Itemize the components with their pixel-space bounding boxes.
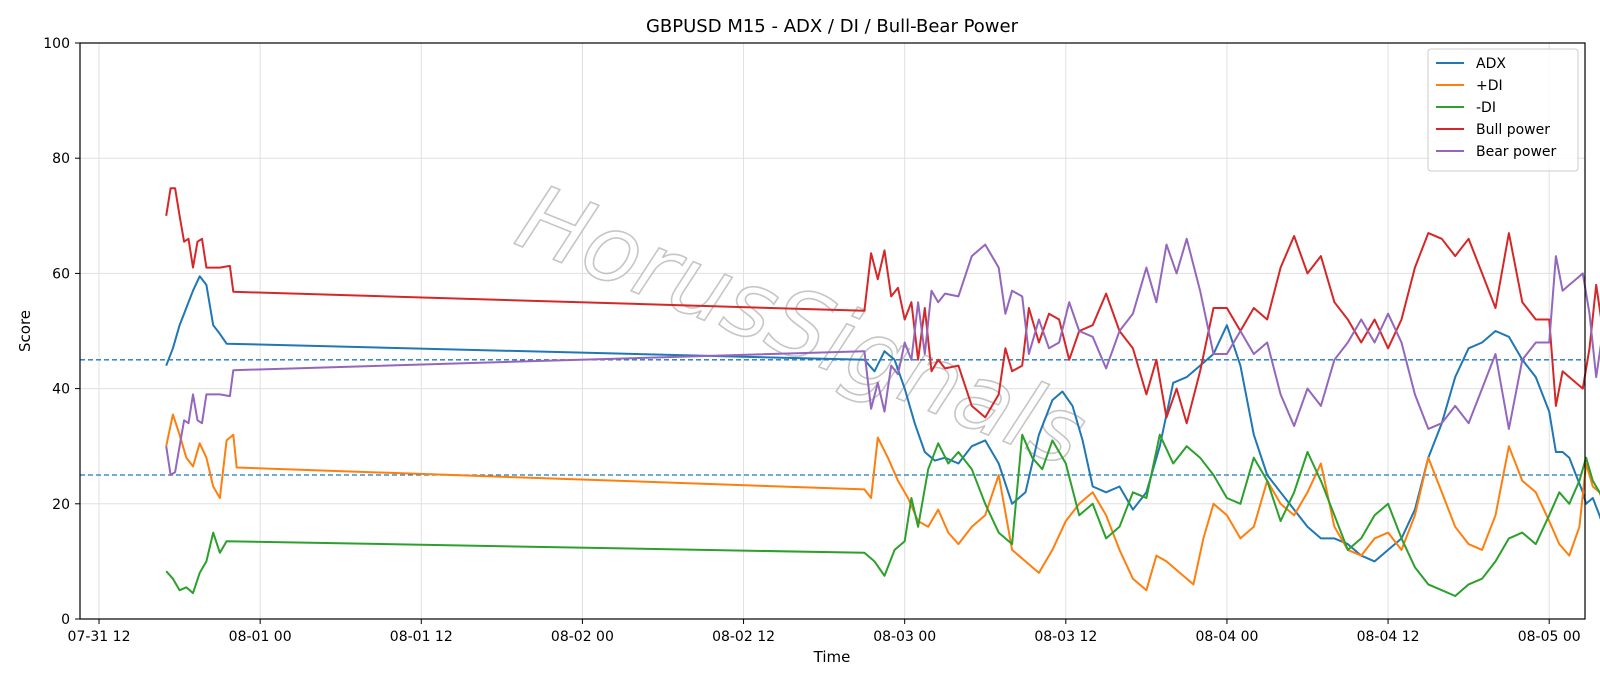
x-tick-label: 07-31 12 — [68, 629, 131, 645]
x-tick-label: 08-01 00 — [229, 629, 292, 645]
chart-title: GBPUSD M15 - ADX / DI / Bull-Bear Power — [646, 16, 1019, 37]
y-axis-label: Score — [16, 310, 34, 352]
x-tick-label: 08-04 00 — [1195, 629, 1258, 645]
x-tick-label: 08-04 12 — [1357, 629, 1420, 645]
series-layer — [165, 187, 1600, 597]
y-tick-label: 80 — [52, 151, 70, 167]
x-tick-label: 08-02 00 — [551, 629, 614, 645]
legend-label: Bear power — [1476, 144, 1557, 160]
x-axis-label: Time — [813, 648, 851, 666]
legend-label: Bull power — [1476, 122, 1550, 138]
y-tick-label: 0 — [61, 612, 70, 628]
y-tick-label: 100 — [43, 36, 70, 52]
legend-box — [1427, 48, 1579, 172]
series-line-di — [165, 413, 1600, 592]
x-tick-label: 08-05 00 — [1518, 629, 1581, 645]
x-tick-label: 08-02 12 — [712, 629, 775, 645]
legend-label: +DI — [1476, 78, 1503, 94]
series-line-bear-power — [165, 237, 1600, 476]
x-axis: 07-31 12 08-01 00 08-01 12 08-02 00 08-02 12… — [68, 619, 1581, 645]
plot-frame — [79, 42, 1586, 620]
series-line-adx — [165, 275, 1600, 563]
y-axis: 0 20 40 60 80 100 — [43, 36, 80, 628]
legend-label: -DI — [1476, 100, 1496, 116]
x-tick-label: 08-03 12 — [1034, 629, 1097, 645]
legend-label: ADX — [1476, 56, 1506, 72]
series-line-di — [165, 433, 1600, 597]
legend: ADX +DI -DI Bull power Bear power — [1427, 48, 1579, 172]
y-tick-label: 20 — [52, 497, 70, 513]
x-tick-label: 08-03 00 — [873, 629, 936, 645]
y-tick-label: 60 — [52, 266, 70, 282]
x-tick-label: 08-01 12 — [390, 629, 453, 645]
y-tick-label: 40 — [52, 382, 70, 398]
